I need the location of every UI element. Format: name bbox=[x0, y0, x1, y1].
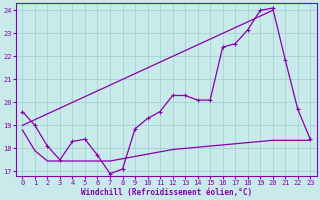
X-axis label: Windchill (Refroidissement éolien,°C): Windchill (Refroidissement éolien,°C) bbox=[81, 188, 252, 197]
